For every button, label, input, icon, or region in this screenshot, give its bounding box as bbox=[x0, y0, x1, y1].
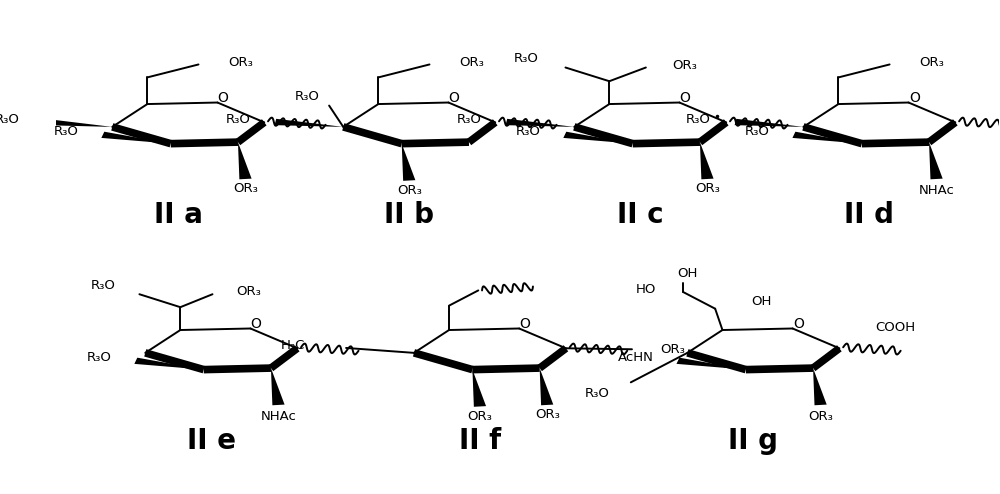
Text: R₃O: R₃O bbox=[86, 351, 111, 364]
Text: AcHN: AcHN bbox=[618, 351, 653, 364]
Text: O: O bbox=[680, 90, 691, 105]
Text: R₃O: R₃O bbox=[53, 125, 78, 138]
Text: R₃O: R₃O bbox=[585, 387, 610, 400]
Polygon shape bbox=[540, 368, 553, 405]
Text: OH: OH bbox=[678, 267, 698, 281]
Text: R₃O: R₃O bbox=[226, 113, 251, 125]
Text: R₃O: R₃O bbox=[514, 52, 539, 65]
Text: II e: II e bbox=[187, 427, 236, 455]
Polygon shape bbox=[700, 142, 714, 179]
Text: OR₃: OR₃ bbox=[236, 285, 261, 298]
Text: II c: II c bbox=[617, 201, 664, 229]
Polygon shape bbox=[813, 368, 827, 405]
Polygon shape bbox=[563, 132, 633, 144]
Text: II d: II d bbox=[844, 201, 894, 229]
Text: OR₃: OR₃ bbox=[233, 182, 258, 195]
Text: OR₃: OR₃ bbox=[229, 56, 254, 70]
Polygon shape bbox=[238, 142, 252, 179]
Polygon shape bbox=[792, 132, 862, 144]
Text: R₃O: R₃O bbox=[457, 113, 482, 125]
Text: O: O bbox=[449, 90, 460, 105]
Text: OR₃: OR₃ bbox=[660, 343, 685, 356]
Text: R₃O: R₃O bbox=[91, 279, 116, 292]
Polygon shape bbox=[929, 142, 943, 179]
Text: OH: OH bbox=[751, 295, 771, 308]
Text: O: O bbox=[218, 90, 229, 105]
Polygon shape bbox=[101, 132, 171, 144]
Text: OR₃: OR₃ bbox=[672, 59, 697, 72]
Text: O: O bbox=[519, 317, 530, 330]
Text: OR₃: OR₃ bbox=[397, 184, 422, 197]
Text: II f: II f bbox=[459, 427, 501, 455]
Polygon shape bbox=[402, 144, 415, 181]
Text: OR₃: OR₃ bbox=[468, 410, 492, 423]
Text: OR₃: OR₃ bbox=[920, 56, 945, 70]
Text: O: O bbox=[909, 90, 920, 105]
Text: OR₃: OR₃ bbox=[695, 182, 720, 195]
Text: OR₃: OR₃ bbox=[808, 410, 833, 423]
Text: II a: II a bbox=[154, 201, 203, 229]
Text: R₃O: R₃O bbox=[0, 113, 20, 125]
Polygon shape bbox=[271, 368, 285, 405]
Text: O: O bbox=[793, 317, 804, 330]
Text: R₃O: R₃O bbox=[515, 125, 540, 138]
Text: NHAc: NHAc bbox=[261, 410, 296, 423]
Polygon shape bbox=[676, 358, 746, 370]
Text: NHAc: NHAc bbox=[919, 184, 955, 197]
Text: H₃C: H₃C bbox=[281, 339, 306, 353]
Text: COOH: COOH bbox=[875, 321, 915, 334]
Text: R₃O: R₃O bbox=[745, 125, 769, 138]
Text: II b: II b bbox=[384, 201, 434, 229]
Text: OR₃: OR₃ bbox=[460, 56, 485, 70]
Polygon shape bbox=[506, 119, 574, 127]
Text: R₃O: R₃O bbox=[686, 113, 711, 125]
Polygon shape bbox=[472, 370, 486, 407]
Polygon shape bbox=[275, 119, 343, 127]
Text: OR₃: OR₃ bbox=[535, 408, 560, 421]
Text: HO: HO bbox=[636, 283, 657, 296]
Polygon shape bbox=[735, 119, 803, 127]
Text: O: O bbox=[251, 317, 262, 330]
Polygon shape bbox=[134, 358, 204, 370]
Text: II g: II g bbox=[728, 427, 778, 455]
Text: R₃O: R₃O bbox=[295, 90, 320, 103]
Polygon shape bbox=[44, 119, 112, 127]
